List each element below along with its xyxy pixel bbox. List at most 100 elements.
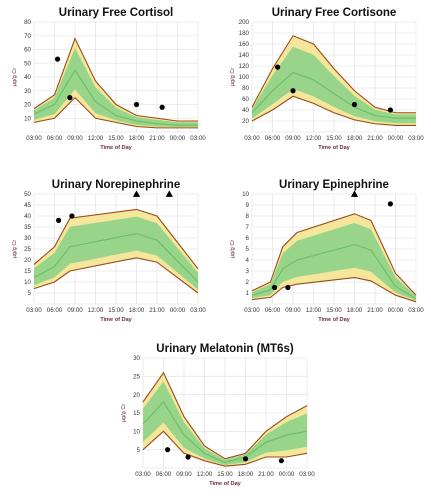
x-tick-label: 09:00 [67, 307, 83, 314]
x-tick-label: 15:00 [108, 307, 124, 314]
inner-range-band [252, 46, 416, 124]
y-axis-label: µg/g Cr [12, 240, 18, 259]
median-line [251, 71, 416, 119]
y-tick-label: 80 [24, 19, 31, 26]
chart-title: Urinary Melatonin (MT6s) [156, 343, 294, 355]
inner-range-band [34, 47, 198, 128]
x-axis-label: Time of Day [100, 317, 132, 323]
result-triangle-marker [132, 190, 141, 197]
y-axis-label: µg/g Cr [230, 68, 236, 87]
y-tick-label: 40 [242, 107, 249, 114]
norepinephrine-chart-svg: Urinary Norepinephrine 5 10 15 20 25 30 35 40 45 5… [12, 179, 206, 323]
x-tick-label: 12:00 [197, 471, 213, 478]
y-tick-label: 100 [239, 74, 250, 81]
y-tick-label: 50 [24, 60, 31, 67]
lower-boundary-line [33, 96, 198, 129]
result-point-marker [242, 456, 249, 462]
y-tick-label: 160 [239, 41, 250, 48]
y-tick-label: 30 [24, 88, 31, 95]
x-tick-label: 15:00 [326, 307, 342, 314]
y-tick-label: 80 [242, 85, 249, 92]
x-tick-label: 03:00 [190, 135, 206, 142]
x-tick-label: 03:00 [244, 135, 260, 142]
x-tick-label: 00:00 [388, 135, 404, 142]
x-axis-label: Time of Day [318, 317, 350, 323]
x-axis-label: Time of Day [318, 145, 350, 151]
x-tick-label: 09:00 [176, 471, 192, 478]
y-tick-label: 140 [239, 52, 250, 59]
y-tick-label: 10 [24, 115, 31, 122]
result-point-marker [67, 95, 73, 101]
cortisol-chart-svg: Urinary Free Cortisol 10 20 30 40 50 60 70 80 03:… [12, 7, 206, 151]
result-point-marker [185, 454, 191, 460]
y-tick-label: 10 [24, 279, 31, 286]
cortisone-chart: Urinary Free Cortisone 20 40 60 80 100 120 140 1… [224, 4, 424, 159]
inner-range-band [34, 216, 198, 290]
lower-boundary-line [142, 430, 308, 467]
upper-boundary-line [251, 213, 417, 296]
x-tick-label: 06:00 [47, 135, 63, 142]
y-tick-label: 20 [242, 118, 249, 125]
x-tick-label: 03:00 [26, 307, 42, 314]
chart-title: Urinary Free Cortisol [59, 7, 173, 19]
x-tick-label: 21:00 [367, 307, 383, 314]
result-point-marker [285, 284, 291, 291]
x-tick-label: 18:00 [347, 307, 363, 314]
x-axis-label: Time of Day [209, 481, 241, 487]
x-tick-label: 21:00 [367, 135, 383, 142]
y-tick-label: 60 [242, 96, 249, 103]
y-tick-label: 45 [24, 202, 31, 209]
x-tick-label: 18:00 [347, 135, 363, 142]
y-tick-label: 20 [133, 392, 140, 399]
x-tick-label: 03:00 [244, 307, 260, 314]
y-tick-label: 200 [239, 19, 250, 26]
y-tick-label: 2 [246, 279, 250, 286]
x-tick-label: 09:00 [285, 307, 301, 314]
x-tick-label: 12:00 [306, 135, 322, 142]
inner-range-band [143, 381, 307, 466]
x-tick-label: 18:00 [129, 135, 145, 142]
x-tick-label: 03:00 [408, 307, 424, 314]
x-tick-label: 06:00 [265, 307, 281, 314]
result-triangle-marker [350, 190, 359, 197]
result-point-marker [133, 101, 140, 108]
y-tick-label: 40 [24, 213, 31, 220]
y-tick-label: 180 [239, 30, 250, 37]
y-tick-label: 50 [24, 191, 31, 198]
y-tick-label: 25 [24, 246, 31, 253]
x-axis-label: Time of Day [100, 145, 132, 151]
x-tick-label: 03:00 [26, 135, 42, 142]
y-axis-label: µg/g Cr [230, 240, 236, 259]
x-tick-label: 15:00 [108, 135, 124, 142]
result-point-marker [351, 101, 358, 108]
y-tick-label: 30 [24, 235, 31, 242]
x-tick-label: 00:00 [170, 307, 186, 314]
y-tick-label: 20 [24, 102, 31, 109]
epinephrine-chart-svg: Urinary Epinephrine 1 2 3 4 5 6 7 8 9 10 03:00 06:00… [230, 179, 424, 323]
x-tick-label: 00:00 [388, 307, 404, 314]
y-tick-label: 30 [133, 355, 140, 362]
y-tick-label: 3 [246, 268, 250, 275]
x-tick-label: 00:00 [279, 471, 295, 478]
x-tick-label: 03:00 [299, 471, 315, 478]
chart-title: Urinary Free Cortisone [272, 7, 397, 19]
y-tick-label: 15 [24, 268, 31, 275]
melatonin-chart: Urinary Melatonin (MT6s) 5 10 15 20 25 30 03:00… [115, 340, 315, 495]
result-point-marker [290, 88, 296, 94]
x-tick-label: 12:00 [88, 307, 104, 314]
x-tick-label: 06:00 [265, 135, 281, 142]
x-tick-label: 21:00 [149, 307, 165, 314]
result-point-marker [69, 213, 75, 219]
chart-title: Urinary Epinephrine [279, 179, 389, 191]
x-tick-label: 15:00 [326, 135, 342, 142]
y-tick-label: 120 [239, 63, 250, 70]
y-tick-label: 40 [24, 74, 31, 81]
x-tick-label: 09:00 [285, 135, 301, 142]
y-tick-label: 1 [246, 290, 250, 297]
median-line [142, 401, 308, 464]
result-point-marker [387, 107, 393, 113]
x-tick-label: 00:00 [170, 135, 186, 142]
x-tick-label: 18:00 [129, 307, 145, 314]
y-tick-label: 4 [246, 257, 250, 264]
inner-range-band [252, 223, 416, 301]
